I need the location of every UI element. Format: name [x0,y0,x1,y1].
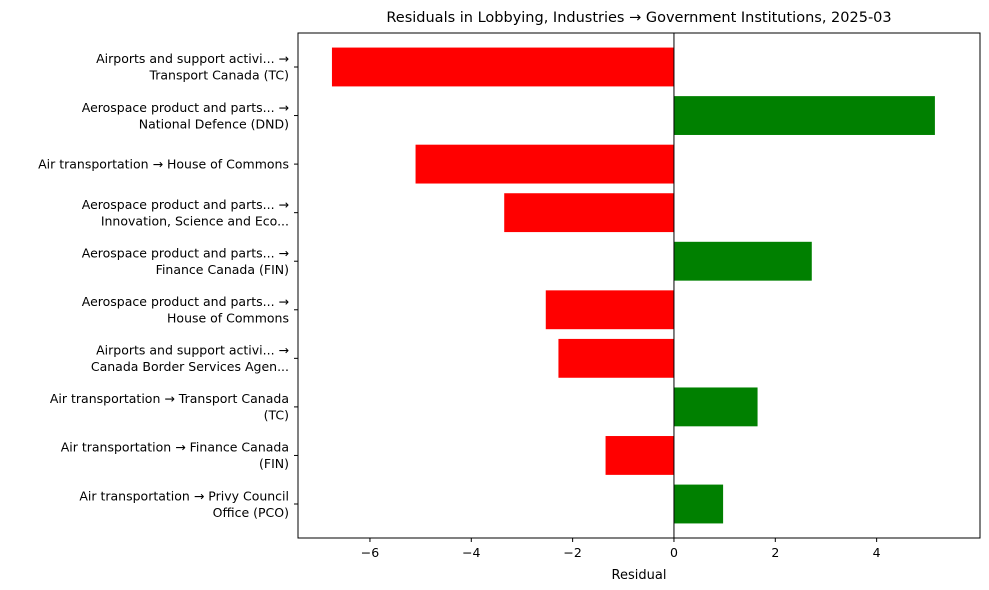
x-tick-label: −6 [361,545,379,560]
bar [415,144,674,184]
y-tick-label: Airports and support activi... → [96,51,289,66]
y-tick-label: (FIN) [259,456,289,471]
x-tick-label: 2 [771,545,779,560]
x-tick-label: 0 [670,545,678,560]
y-tick-label: Canada Border Services Agen... [91,359,289,374]
chart-title: Residuals in Lobbying, Industries → Gove… [386,10,891,26]
x-tick-label: −4 [462,545,480,560]
y-tick-label: Innovation, Science and Eco... [101,213,289,228]
y-tick-label: Transport Canada (TC) [148,68,289,83]
bar [545,290,674,330]
bar [673,96,935,135]
y-axis-ticks: Airports and support activi... → Transpor… [38,51,298,520]
y-tick-label: Aerospace product and parts... → [82,197,289,212]
x-tick-label: 4 [873,545,881,560]
y-tick-label: Aerospace product and parts... → [82,245,289,260]
bar [673,241,812,281]
x-axis-label: Residual [612,568,667,583]
y-tick-label: Air transportation → Privy Council [79,488,289,503]
bar [331,47,674,87]
x-tick-label: −2 [563,545,581,560]
y-tick-label: National Defence (DND) [139,116,289,131]
y-tick-label: Office (PCO) [213,505,289,520]
y-tick-label: (TC) [264,408,289,423]
bar [558,338,674,378]
y-tick-label: Air transportation → House of Commons [38,157,289,172]
bar [504,193,674,233]
y-tick-label: Air transportation → Transport Canada [50,391,289,406]
y-tick-label: Aerospace product and parts... → [82,294,289,309]
y-tick-label: Finance Canada (FIN) [156,262,289,277]
y-tick-label: Airports and support activi... → [96,343,289,358]
y-tick-label: Aerospace product and parts... → [82,100,289,115]
y-tick-label: House of Commons [167,311,289,326]
bar [605,436,674,475]
plot-frame [297,32,981,539]
bar [673,484,724,524]
y-tick-label: Air transportation → Finance Canada [61,440,289,455]
bar [673,387,758,427]
x-axis-ticks: −6 −4 −2 0 2 4 [361,538,881,560]
bars-group [331,47,935,524]
